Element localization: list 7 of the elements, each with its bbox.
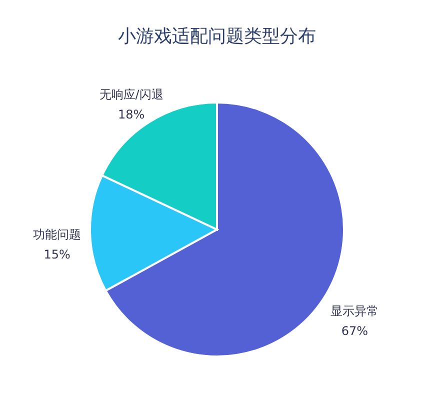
slice-label: 无响应/闪退 xyxy=(99,87,164,102)
data-label: 18% xyxy=(118,107,145,122)
slice-label: 功能问题 xyxy=(33,228,82,242)
chart-title: 小游戏适配问题类型分布 xyxy=(118,26,316,47)
data-label: 67% xyxy=(341,324,368,338)
data-label: 15% xyxy=(44,248,70,262)
slice-label: 显示异常 xyxy=(330,304,379,318)
